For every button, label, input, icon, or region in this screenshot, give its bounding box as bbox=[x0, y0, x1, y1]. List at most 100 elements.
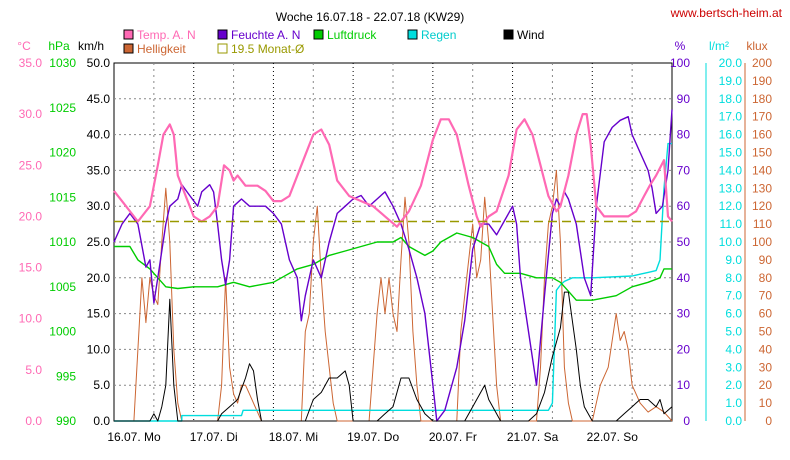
tick-label-wind: 15.0 bbox=[87, 307, 111, 321]
tick-label-pressure: 1030 bbox=[49, 56, 76, 70]
tick-label-rain: 20.0 bbox=[719, 56, 743, 70]
tick-label-pressure: 1005 bbox=[49, 280, 76, 294]
tick-label-rain: 12.0 bbox=[719, 199, 743, 213]
tick-label-rain: 9.0 bbox=[725, 253, 742, 267]
tick-label-rain: 6.0 bbox=[725, 307, 742, 321]
axis-unit-temp: °C bbox=[17, 39, 31, 53]
source-link[interactable]: www.bertsch-heim.at bbox=[670, 6, 783, 20]
legend-label: Helligkeit bbox=[137, 42, 186, 56]
tick-label-wind: 30.0 bbox=[87, 199, 111, 213]
tick-label-humidity: 10 bbox=[677, 378, 691, 392]
tick-label-lux: 120 bbox=[752, 199, 772, 213]
tick-label-wind: 50.0 bbox=[87, 56, 111, 70]
tick-label-humidity: 60 bbox=[677, 199, 691, 213]
tick-label-wind: 20.0 bbox=[87, 271, 111, 285]
tick-label-rain: 13.0 bbox=[719, 181, 743, 195]
tick-label-lux: 100 bbox=[752, 235, 772, 249]
tick-label-rain: 10.0 bbox=[719, 235, 743, 249]
legend-swatch bbox=[123, 29, 134, 40]
tick-label-rain: 2.0 bbox=[725, 378, 742, 392]
tick-label-humidity: 20 bbox=[677, 342, 691, 356]
axis-unit-pressure: hPa bbox=[48, 39, 70, 53]
axis-unit-wind: km/h bbox=[78, 39, 104, 53]
tick-label-temp: 30.0 bbox=[19, 107, 43, 121]
tick-label-lux: 0 bbox=[765, 414, 772, 428]
axis-ticks: 0.05.010.015.020.025.030.035.09909951000… bbox=[19, 56, 773, 444]
series-line-temp-a-n bbox=[113, 112, 673, 228]
tick-label-wind: 25.0 bbox=[87, 235, 111, 249]
tick-label-rain: 7.0 bbox=[725, 289, 742, 303]
legend-swatch bbox=[217, 43, 228, 54]
tick-label-temp: 25.0 bbox=[19, 158, 43, 172]
tick-label-wind: 0.0 bbox=[93, 414, 110, 428]
x-tick-label: 17.07. Di bbox=[190, 430, 238, 444]
tick-label-rain: 4.0 bbox=[725, 342, 742, 356]
series-line-feuchte-a-n bbox=[113, 109, 673, 422]
legend: Temp. A. N Feuchte A. N Luftdruck Regen Wind… bbox=[123, 28, 544, 56]
tick-label-temp: 35.0 bbox=[19, 56, 43, 70]
tick-label-lux: 180 bbox=[752, 92, 772, 106]
tick-label-lux: 20 bbox=[759, 378, 773, 392]
legend-label: Temp. A. N bbox=[137, 28, 196, 42]
tick-label-rain: 11.0 bbox=[720, 217, 743, 231]
tick-label-lux: 160 bbox=[752, 128, 772, 142]
series-group bbox=[113, 109, 673, 422]
tick-label-temp: 10.0 bbox=[19, 312, 43, 326]
tick-label-lux: 170 bbox=[752, 110, 772, 124]
tick-label-rain: 8.0 bbox=[725, 271, 742, 285]
tick-label-rain: 3.0 bbox=[725, 360, 742, 374]
tick-label-pressure: 1010 bbox=[49, 235, 76, 249]
tick-label-temp: 20.0 bbox=[19, 209, 43, 223]
tick-label-rain: 16.0 bbox=[719, 128, 743, 142]
axis-unit-humidity: % bbox=[675, 39, 686, 53]
legend-swatch bbox=[503, 29, 514, 40]
tick-label-lux: 140 bbox=[752, 163, 772, 177]
tick-label-rain: 18.0 bbox=[719, 92, 743, 106]
legend-label: 19.5 Monat-Ø bbox=[231, 42, 304, 56]
x-tick-label: 21.07. Sa bbox=[507, 430, 559, 444]
tick-label-humidity: 80 bbox=[677, 128, 691, 142]
tick-label-humidity: 50 bbox=[677, 235, 691, 249]
tick-label-pressure: 1025 bbox=[49, 101, 76, 115]
tick-label-pressure: 1000 bbox=[49, 325, 76, 339]
tick-label-lux: 70 bbox=[759, 289, 773, 303]
legend-label: Regen bbox=[421, 28, 456, 42]
axis-unit-lux: klux bbox=[746, 39, 767, 53]
legend-label: Feuchte A. N bbox=[231, 28, 300, 42]
chart-title: Woche 16.07.18 - 22.07.18 (KW29) bbox=[276, 10, 465, 24]
axis-unit-rain: l/m² bbox=[709, 39, 729, 53]
tick-label-humidity: 0 bbox=[683, 414, 690, 428]
tick-label-rain: 5.0 bbox=[725, 325, 742, 339]
legend-swatch bbox=[313, 29, 324, 40]
legend-label: Luftdruck bbox=[327, 28, 377, 42]
tick-label-temp: 5.0 bbox=[25, 363, 42, 377]
tick-label-lux: 190 bbox=[752, 74, 772, 88]
tick-label-lux: 150 bbox=[752, 146, 772, 160]
tick-label-temp: 0.0 bbox=[25, 414, 42, 428]
x-tick-label: 18.07. Mi bbox=[269, 430, 318, 444]
tick-label-humidity: 40 bbox=[677, 271, 691, 285]
tick-label-pressure: 995 bbox=[56, 369, 76, 383]
tick-label-lux: 50 bbox=[759, 325, 773, 339]
tick-label-humidity: 90 bbox=[677, 92, 691, 106]
tick-label-wind: 5.0 bbox=[93, 378, 110, 392]
x-tick-label: 19.07. Do bbox=[347, 430, 399, 444]
series-line-wind bbox=[114, 291, 673, 422]
tick-label-rain: 17.0 bbox=[719, 110, 743, 124]
tick-label-lux: 130 bbox=[752, 181, 772, 195]
tick-label-lux: 10 bbox=[759, 396, 773, 410]
tick-label-rain: 14.0 bbox=[719, 163, 743, 177]
series-line-luftdruck bbox=[114, 232, 672, 301]
x-tick-label: 20.07. Fr bbox=[429, 430, 477, 444]
tick-label-wind: 45.0 bbox=[87, 92, 111, 106]
legend-swatch bbox=[217, 29, 228, 40]
tick-label-temp: 15.0 bbox=[19, 261, 43, 275]
tick-label-pressure: 990 bbox=[56, 414, 76, 428]
tick-label-rain: 19.0 bbox=[719, 74, 743, 88]
x-tick-label: 16.07. Mo bbox=[107, 430, 161, 444]
tick-label-wind: 10.0 bbox=[87, 342, 111, 356]
tick-label-humidity: 30 bbox=[677, 307, 691, 321]
tick-label-lux: 200 bbox=[752, 56, 772, 70]
tick-label-lux: 40 bbox=[759, 342, 773, 356]
tick-label-wind: 35.0 bbox=[87, 163, 111, 177]
